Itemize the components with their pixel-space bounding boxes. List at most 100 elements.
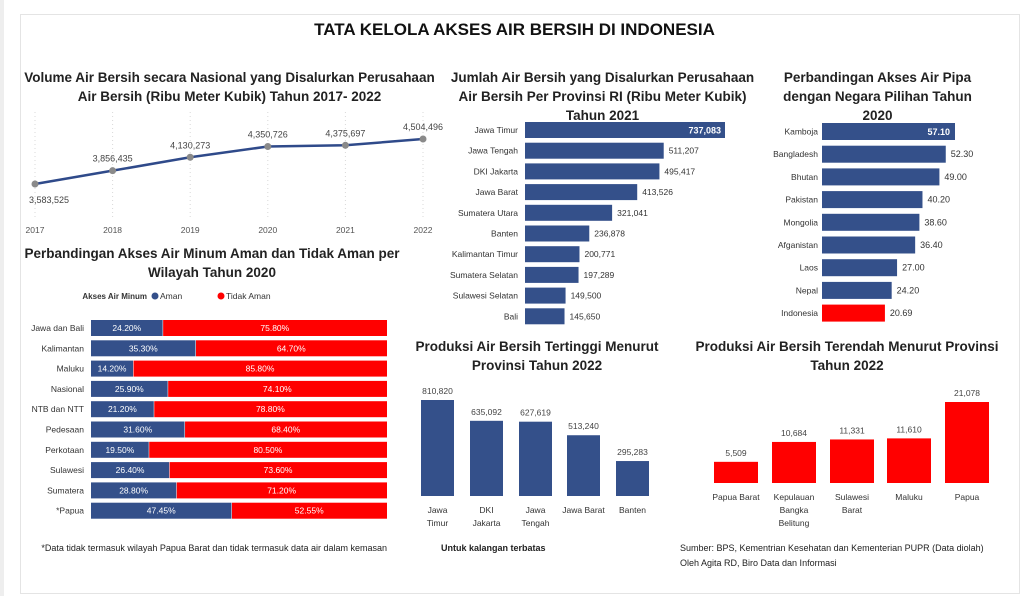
bar xyxy=(822,236,916,254)
bar xyxy=(421,400,454,496)
bar xyxy=(822,281,892,299)
data-label: 413,526 xyxy=(642,187,673,197)
page-edge xyxy=(0,0,4,596)
bar-aman xyxy=(91,380,168,397)
bar xyxy=(525,184,638,201)
data-label: 11,331 xyxy=(839,425,865,435)
category-label: Nasional xyxy=(51,384,84,394)
data-label: 21.20% xyxy=(108,404,137,414)
category-label: Indonesia xyxy=(781,308,818,318)
bar xyxy=(822,259,898,277)
data-label: 64.70% xyxy=(277,343,306,353)
bar xyxy=(830,439,874,483)
data-point xyxy=(419,135,427,143)
category-label: Banten xyxy=(619,505,646,515)
data-label: 511,207 xyxy=(669,146,699,156)
x-tick-label: 2018 xyxy=(103,225,122,235)
bar-aman xyxy=(91,502,232,519)
data-label: 4,504,496 xyxy=(403,122,443,132)
bar xyxy=(887,438,931,483)
bar-tidak-aman xyxy=(176,482,387,499)
data-label: 3,856,435 xyxy=(93,154,133,164)
legend-title: Akses Air Minum xyxy=(82,292,147,301)
category-label: Kalimantan Timur xyxy=(452,249,518,259)
data-label: 28.80% xyxy=(119,485,148,495)
category-label: Kalimantan xyxy=(41,343,84,353)
limited-use-note: Untuk kalangan terbatas xyxy=(441,543,546,553)
data-point xyxy=(186,153,194,161)
data-label: 3,583,525 xyxy=(29,195,69,205)
data-label: 80.50% xyxy=(253,445,282,455)
category-label: Jawa Timur xyxy=(475,125,519,135)
bar-tidak-aman xyxy=(133,360,387,377)
category-label: Maluku xyxy=(895,492,923,502)
bar-aman xyxy=(91,421,185,438)
data-label: 74.10% xyxy=(263,384,292,394)
category-label: Sumatera Selatan xyxy=(450,270,518,280)
category-label: Barat xyxy=(842,505,863,515)
data-label: 737,083 xyxy=(688,126,721,136)
data-label: 4,130,273 xyxy=(170,140,210,150)
category-label: Bangladesh xyxy=(773,149,818,159)
category-label: Belitung xyxy=(779,518,810,528)
data-label: 52.30 xyxy=(951,149,974,159)
bar xyxy=(772,441,816,483)
category-label: Sulawesi Selatan xyxy=(453,291,518,301)
bar-aman xyxy=(91,441,149,458)
bar xyxy=(822,145,946,163)
bar-aman xyxy=(91,462,170,479)
data-label: 19.50% xyxy=(105,445,134,455)
data-label: 513,240 xyxy=(568,421,599,431)
author-note: Oleh Agita RD, Biro Data dan Informasi xyxy=(680,558,837,568)
bar-tidak-aman xyxy=(168,380,387,397)
category-label: NTB dan NTT xyxy=(32,404,84,414)
x-tick-label: 2019 xyxy=(181,225,200,235)
data-label: 75.80% xyxy=(260,323,289,333)
category-label: Maluku xyxy=(57,364,85,374)
data-label: 35.30% xyxy=(129,343,158,353)
category-label: Afganistan xyxy=(778,240,818,250)
category-label: Papua xyxy=(955,492,980,502)
bar-tidak-aman xyxy=(185,421,387,438)
data-label: 200,771 xyxy=(584,249,615,259)
category-label: Laos xyxy=(800,263,818,273)
highest-chart-title: Produksi Air Bersih Tertinggi Menurut Pr… xyxy=(415,339,659,373)
bar xyxy=(525,163,660,180)
source-note: Sumber: BPS, Kementrian Kesehatan dan Ke… xyxy=(680,543,984,553)
data-label: 14.20% xyxy=(98,364,127,374)
bar-tidak-aman xyxy=(149,441,387,458)
category-label: Papua Barat xyxy=(712,492,760,502)
data-label: 24.20% xyxy=(112,323,141,333)
bar xyxy=(525,266,579,283)
data-label: 31.60% xyxy=(123,425,152,435)
province-2021-chart-title: Jumlah Air Bersih yang Disalurkan Perusa… xyxy=(450,70,755,123)
series-line xyxy=(34,137,424,186)
bar xyxy=(525,287,566,304)
data-point xyxy=(109,167,117,175)
line-chart-title: Volume Air Bersih secara Nasional yang D… xyxy=(24,70,435,104)
data-label: 20.69 xyxy=(890,308,913,318)
bar xyxy=(525,225,590,242)
bar-tidak-aman xyxy=(195,340,387,357)
category-label: Jawa xyxy=(428,505,448,515)
legend-marker-aman xyxy=(151,292,159,300)
data-label: 73.60% xyxy=(264,465,293,475)
data-label: 27.00 xyxy=(902,263,925,273)
bar-tidak-aman xyxy=(163,320,387,336)
bar-aman xyxy=(91,360,134,377)
data-label: 810,820 xyxy=(422,386,453,396)
x-tick-label: 2017 xyxy=(26,225,45,235)
bar xyxy=(616,461,649,496)
category-label: Jawa Barat xyxy=(475,187,518,197)
legend-label: Aman xyxy=(160,291,182,301)
data-label: 197,289 xyxy=(584,270,615,280)
data-label: 49.00 xyxy=(944,172,967,182)
data-point xyxy=(31,180,39,188)
data-label: 38.60 xyxy=(924,217,947,227)
data-label: 71.20% xyxy=(267,485,296,495)
x-tick-label: 2020 xyxy=(258,225,277,235)
category-label: Banten xyxy=(491,229,518,239)
data-label: 26.40% xyxy=(116,465,145,475)
category-label: Bali xyxy=(504,311,518,321)
